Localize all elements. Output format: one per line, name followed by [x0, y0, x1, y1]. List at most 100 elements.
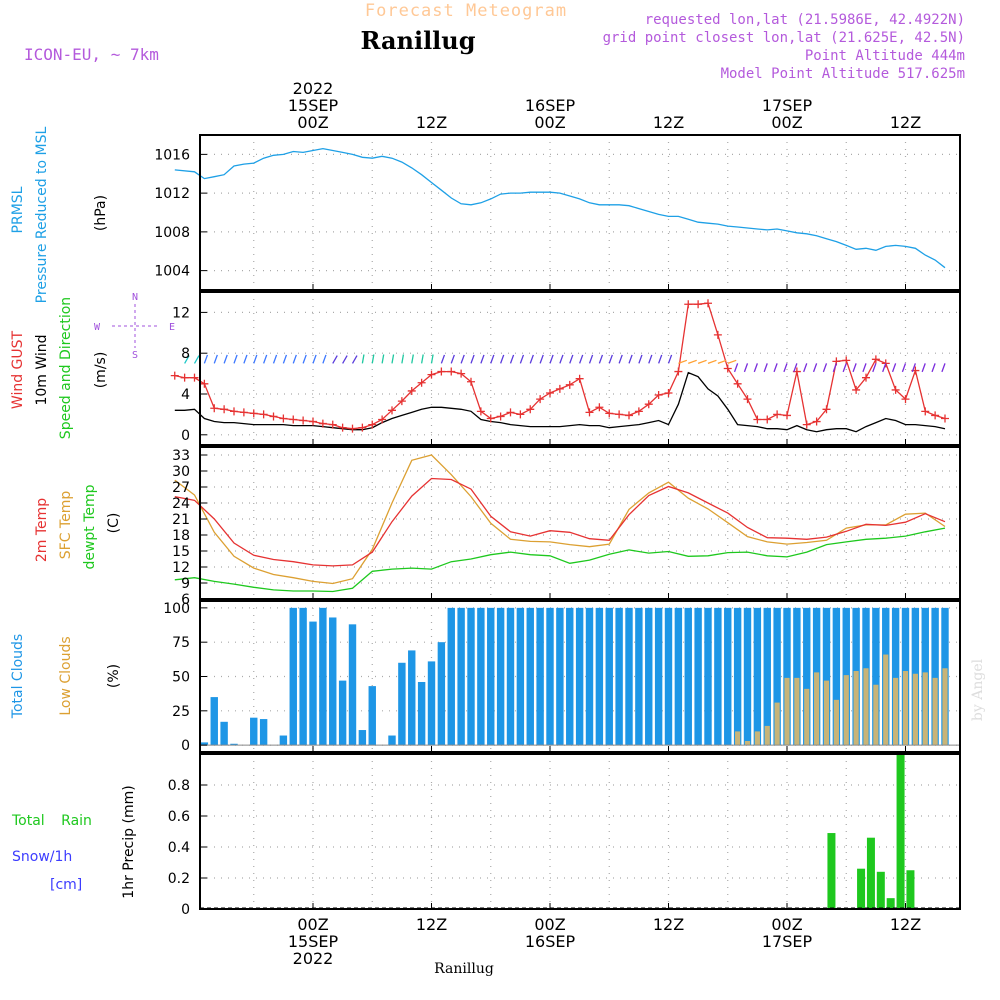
low-clouds-bar	[764, 725, 770, 746]
total-clouds-bar	[358, 730, 367, 746]
temp-sfc-line	[174, 454, 946, 585]
low-clouds-bar	[754, 731, 760, 746]
wind-direction-arrow	[272, 354, 278, 364]
compass-north: N	[132, 292, 138, 303]
precip-ytick-label: 0.4	[168, 840, 190, 856]
pressure-series	[174, 147, 946, 269]
pressure-frame	[199, 134, 961, 291]
total-clouds-bar	[299, 607, 307, 746]
clouds-unit: (%)	[106, 664, 122, 688]
wind-gust-point	[358, 423, 367, 432]
wind-gust-point	[704, 299, 712, 308]
wind-direction-arrow	[263, 354, 268, 364]
wind-direction-arrow	[658, 354, 663, 364]
total-clouds-bar	[496, 607, 505, 746]
wind-direction-arrow	[184, 355, 190, 364]
clouds-ytick-label: 75	[172, 635, 190, 651]
wind-direction-arrow	[733, 363, 739, 373]
low-clouds-bar	[744, 741, 751, 746]
total-clouds-bar	[220, 721, 228, 746]
total-clouds-bar	[329, 617, 337, 746]
total-clouds-bar	[625, 607, 633, 746]
wind-gust-point	[249, 409, 258, 418]
wind-gust-point	[338, 423, 347, 432]
clouds-y-ticks: 0 25 50 75 100	[163, 601, 906, 754]
low-clouds-bar	[843, 675, 849, 746]
top-time-label: 16SEP	[525, 96, 576, 115]
compass-south: S	[132, 350, 138, 361]
wind-direction-arrow	[842, 363, 847, 373]
wind-gust-point	[753, 415, 762, 424]
wind-direction-arrow	[832, 363, 837, 373]
wind-direction-arrow	[793, 363, 798, 373]
wind-direction-arrow	[891, 363, 897, 373]
wind-direction-arrow	[717, 359, 727, 365]
total-clouds-bar	[822, 607, 831, 746]
wind-gust-point	[506, 408, 515, 417]
wind-direction-arrow	[852, 363, 857, 373]
wind-gust-point	[467, 377, 475, 386]
wind-direction-arrow	[941, 363, 946, 373]
total-clouds-bar	[753, 607, 762, 746]
wind-direction-arrow	[253, 354, 258, 364]
pressure-line	[174, 147, 946, 269]
wind-direction-arrow	[549, 354, 554, 364]
temp-dewpt-label: dewpt Temp	[82, 484, 98, 569]
wind-gust-point	[368, 420, 377, 429]
compass-west: W	[94, 322, 101, 333]
total-clouds-bar	[348, 624, 357, 746]
wind-direction-arrow	[812, 363, 818, 373]
rain-bar	[906, 870, 915, 909]
wind-direction-arrow	[678, 359, 688, 365]
wind-direction-arrow	[559, 354, 564, 364]
wind-ytick-label: 4	[181, 387, 190, 403]
wind-direction-arrow	[697, 359, 707, 365]
point-altitude: Point Altitude 444m	[805, 48, 965, 64]
wind-direction-arrow	[440, 354, 446, 364]
pressure-ytick-label: 1012	[154, 186, 190, 202]
wind-direction-arrow	[470, 354, 475, 364]
low-clouds-bar	[794, 677, 800, 746]
total-clouds-bar	[309, 621, 317, 746]
bottom-time-label: 17SEP	[762, 932, 813, 951]
low-clouds-bar	[873, 684, 879, 746]
wind-direction-arrow	[282, 354, 288, 364]
wind-direction-arrow	[430, 354, 434, 364]
wind-direction-arrow	[223, 354, 228, 364]
total-clouds-bar	[704, 607, 712, 746]
wind-direction-arrow	[509, 354, 515, 364]
temp-unit: (C)	[106, 513, 122, 534]
low-clouds-bar	[883, 654, 889, 746]
total-clouds-bar	[398, 662, 406, 746]
wind-direction-arrow	[213, 354, 218, 364]
wind-gust-point	[220, 405, 229, 414]
temperature-series	[174, 454, 946, 593]
clouds-series	[200, 607, 960, 746]
wind-gust-point	[170, 371, 179, 380]
top-time-label: 17SEP	[762, 96, 813, 115]
low-clouds-bar	[932, 677, 938, 746]
wind-gust-point	[348, 424, 357, 433]
pressure-ytick-label: 1004	[154, 264, 190, 280]
low-clouds-bar	[784, 677, 790, 746]
wind-gust-point	[625, 411, 633, 420]
total-clouds-bar	[250, 717, 258, 746]
wind-gust-point	[842, 356, 851, 365]
total-clouds-bar	[595, 607, 604, 746]
total-clouds-label: Total Clouds	[10, 634, 26, 719]
pressure-unit: (hPa)	[93, 195, 109, 231]
wind-direction-arrow	[292, 354, 297, 364]
clouds-ytick-label: 100	[163, 601, 190, 617]
wind-gust-point	[328, 420, 337, 429]
total-clouds-bar	[773, 607, 781, 746]
total-clouds-bar	[259, 719, 268, 746]
wind-gust-point	[585, 408, 594, 417]
wind-direction-arrow	[569, 354, 574, 364]
wind-gust-point	[634, 407, 643, 416]
wind-direction-arrow	[381, 354, 385, 364]
top-time-label: 00Z	[534, 113, 565, 132]
